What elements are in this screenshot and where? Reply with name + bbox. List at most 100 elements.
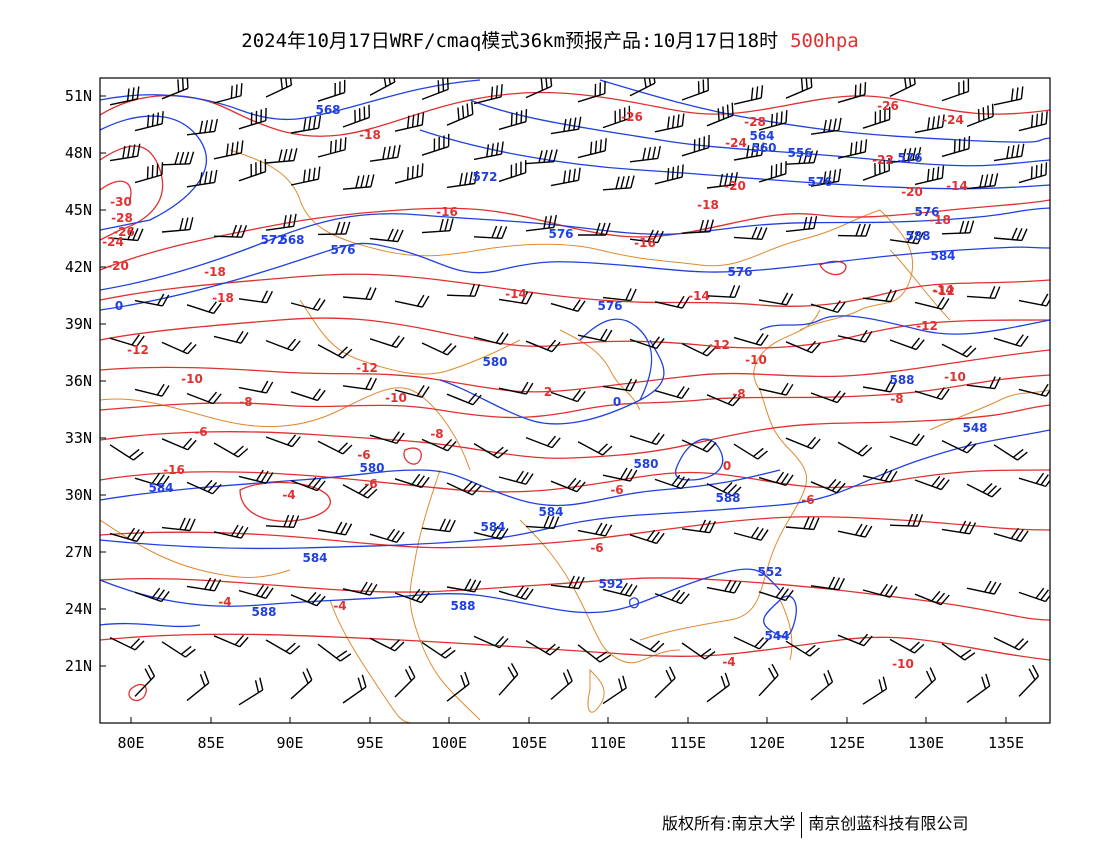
lat-tick-label: 36N (65, 372, 92, 390)
wind-barb (213, 330, 249, 344)
wind-barb (577, 522, 613, 537)
wind-barb (290, 591, 326, 607)
temperature-label: 2 (544, 385, 552, 399)
temperature-label: -8 (732, 387, 745, 401)
temperature-line (100, 516, 1050, 549)
wind-barb (394, 665, 416, 698)
wind-barb (785, 78, 813, 99)
wind-barb (498, 109, 528, 131)
wind-barb (602, 288, 637, 302)
lat-tick-label: 24N (65, 600, 92, 618)
wind-barb (134, 472, 170, 488)
temperature-line (100, 633, 1050, 661)
wind-barb (342, 287, 377, 301)
wind-barb (369, 228, 404, 243)
wind-barb (914, 590, 950, 606)
wind-barb (238, 584, 274, 599)
wind-barb (941, 136, 971, 158)
boundary-line (100, 387, 471, 471)
wind-barb (342, 484, 378, 499)
wind-barb (446, 283, 481, 297)
temperature-label: -6 (590, 541, 603, 555)
height-line (674, 438, 724, 481)
height-label: 0 (115, 299, 123, 313)
wind-barb (914, 667, 937, 699)
temperature-label: -12 (708, 338, 730, 352)
copyright: 版权所有:南京大学 南京创蓝科技有限公司 (662, 810, 968, 838)
wind-barb (577, 138, 607, 159)
wind-barb (785, 516, 820, 531)
lat-tick-label: 51N (65, 87, 92, 105)
wind-barb (213, 634, 249, 648)
wind-barb (109, 444, 144, 461)
height-label: 584 (302, 551, 327, 565)
height-label: 588 (715, 491, 740, 505)
lat-tick-label: 33N (65, 429, 92, 447)
wind-barb (654, 164, 684, 185)
wind-barb (706, 672, 731, 703)
wind-barb (629, 145, 661, 163)
wind-barb (473, 141, 504, 161)
wind-barb (421, 218, 454, 234)
height-label: 576 (548, 227, 573, 241)
height-line (100, 115, 207, 231)
temperature-line (239, 481, 332, 522)
boundary-line (229, 149, 881, 267)
wind-barb (213, 224, 248, 238)
wind-barb (889, 513, 924, 527)
height-label: 576 (807, 175, 832, 189)
wind-barb (525, 639, 561, 656)
wind-barb (966, 376, 1001, 390)
lat-tick-label: 48N (65, 144, 92, 162)
height-line (439, 339, 665, 425)
temperature-label: -20 (107, 259, 129, 273)
wind-barb (446, 480, 482, 496)
temperature-label: -4 (282, 488, 295, 502)
wind-barb (810, 168, 842, 187)
wind-barb (238, 380, 274, 394)
wind-barb (213, 83, 243, 104)
wind-barb (1018, 383, 1050, 397)
height-line (100, 429, 1050, 550)
wind-barb (602, 467, 638, 482)
wind-barb (394, 163, 424, 184)
wind-barb (654, 474, 690, 490)
wind-barb (473, 332, 509, 345)
height-label: 584 (930, 249, 955, 263)
boundary-line (100, 519, 291, 578)
height-label: 576 (897, 151, 922, 165)
wind-barb (941, 643, 976, 661)
boundary-line (329, 599, 411, 723)
wind-barb (629, 529, 665, 545)
wind-barb (473, 84, 503, 105)
wind-barb (394, 294, 430, 308)
wind-barb (862, 676, 888, 705)
height-line (100, 568, 781, 614)
boundary-line (639, 389, 808, 641)
wind-barb (421, 78, 449, 101)
wind-barb (134, 664, 156, 697)
wind-barb (550, 299, 586, 312)
wind-barb (654, 113, 685, 133)
wind-barb (733, 526, 769, 541)
height-label: 552 (757, 565, 782, 579)
wind-barb (733, 636, 769, 650)
wind-barb (525, 149, 558, 165)
height-label: 588 (905, 229, 930, 243)
temperature-label: -14 (932, 283, 954, 297)
wind-barb (317, 521, 353, 536)
wind-barb (733, 333, 769, 346)
wind-barb (862, 468, 898, 483)
wind-barb (810, 300, 846, 314)
wind-barb (758, 110, 788, 131)
wind-barb (369, 335, 405, 349)
wind-barb (161, 151, 195, 166)
lon-tick-label: 115E (670, 734, 706, 752)
wind-barb (1018, 664, 1040, 697)
height-line (100, 469, 781, 507)
wind-barb (785, 640, 820, 657)
temperature-line (100, 374, 1050, 419)
height-label: 580 (633, 457, 658, 471)
wind-barb (498, 585, 534, 601)
wind-barb (914, 475, 950, 491)
